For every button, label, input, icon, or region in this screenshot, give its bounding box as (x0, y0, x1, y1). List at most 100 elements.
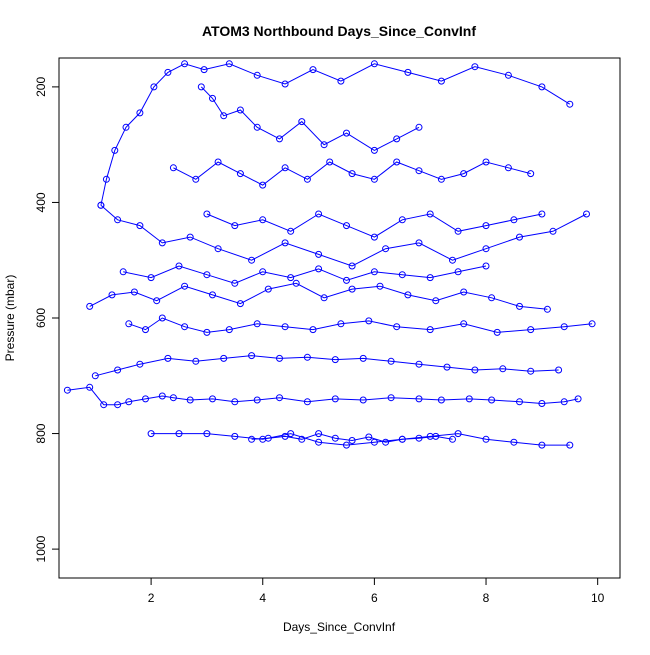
data-point (130, 288, 138, 296)
data-point (281, 80, 289, 88)
data-point (181, 282, 189, 290)
data-point (315, 210, 323, 218)
data-point (214, 158, 222, 166)
data-point (142, 326, 149, 334)
data-point (309, 66, 317, 74)
data-point (326, 158, 334, 166)
series-line (128, 317, 593, 333)
data-point (164, 354, 172, 362)
data-point (359, 354, 367, 362)
data-point (108, 291, 116, 299)
y-axis-label: Pressure (mbar) (3, 275, 17, 362)
data-point (488, 396, 496, 404)
data-point (527, 326, 535, 334)
data-point (292, 279, 300, 287)
data-point (320, 141, 328, 149)
data-point (225, 326, 233, 334)
data-point (504, 71, 512, 79)
data-point (125, 320, 133, 328)
data-point (276, 394, 283, 402)
data-point (253, 396, 261, 404)
data-point (86, 383, 94, 391)
data-point (86, 302, 94, 310)
data-point (527, 367, 535, 375)
data-point (555, 366, 563, 374)
data-point (111, 146, 119, 154)
series-line (67, 386, 579, 406)
data-point (426, 210, 434, 218)
data-point (331, 395, 339, 403)
data-point (303, 175, 311, 183)
data-point (253, 123, 261, 131)
series-2 (97, 60, 574, 209)
data-point (236, 106, 244, 114)
data-point (175, 262, 183, 270)
data-point (510, 216, 518, 224)
data-point (393, 135, 401, 143)
data-point (287, 274, 295, 282)
data-point (192, 175, 200, 183)
series-11 (203, 210, 546, 241)
data-point (200, 66, 208, 74)
data-point (91, 372, 99, 380)
data-point (482, 222, 490, 230)
data-point (136, 222, 144, 230)
data-point (560, 323, 568, 331)
data-point (281, 164, 289, 172)
data-point (382, 245, 390, 253)
y-tick-label: 1000 (34, 535, 48, 562)
data-point (209, 94, 216, 102)
data-point (543, 305, 551, 313)
data-point (281, 432, 289, 440)
chart-title: ATOM3 Northbound Days_Since_ConvInf (202, 23, 476, 39)
series-line (100, 63, 571, 206)
data-point (527, 170, 535, 178)
data-point (298, 118, 306, 126)
data-point (398, 435, 406, 443)
x-tick-label: 10 (591, 591, 605, 605)
data-point (231, 279, 239, 287)
data-point (248, 352, 256, 360)
series-4 (197, 83, 423, 154)
data-point (488, 294, 496, 302)
data-point (337, 77, 345, 85)
data-point (449, 435, 456, 443)
data-point (404, 68, 412, 76)
data-point (214, 245, 222, 253)
data-point (192, 357, 200, 365)
data-point (516, 398, 523, 406)
data-point (114, 401, 122, 409)
data-point (454, 227, 462, 235)
data-point (63, 386, 71, 394)
data-point (493, 328, 501, 336)
y-tick-label: 400 (34, 192, 48, 212)
data-point (588, 320, 596, 328)
data-point (203, 328, 211, 336)
data-point (158, 239, 166, 247)
data-point (460, 320, 468, 328)
data-point (370, 233, 378, 241)
data-point (220, 354, 228, 362)
data-point (370, 175, 378, 183)
data-point (454, 430, 462, 438)
data-point (482, 435, 490, 443)
data-point (114, 366, 122, 374)
data-point (181, 323, 189, 331)
data-point (549, 227, 557, 235)
data-point (454, 268, 462, 276)
data-point (482, 158, 490, 166)
data-point (303, 353, 311, 361)
data-point (203, 210, 211, 218)
series-line (100, 204, 587, 267)
data-point (186, 396, 194, 404)
series-7 (147, 430, 574, 449)
series-line (173, 161, 531, 186)
data-point (169, 394, 177, 402)
data-point (449, 256, 456, 264)
data-point (432, 432, 440, 440)
data-point (370, 268, 378, 276)
data-point (471, 366, 479, 374)
data-point (365, 317, 373, 325)
